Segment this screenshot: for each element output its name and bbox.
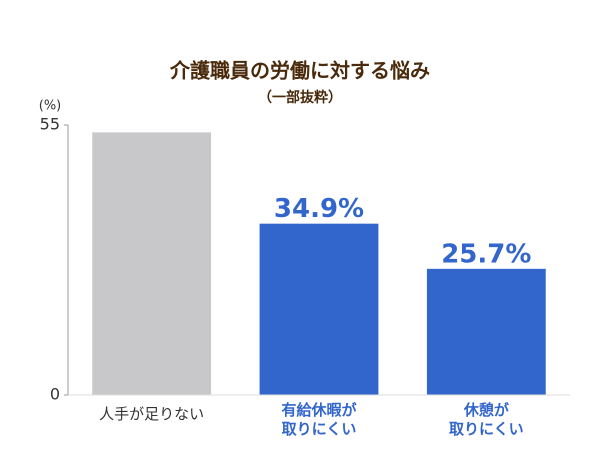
y-tick-label: 55 xyxy=(40,115,60,134)
value-label: 34.9% xyxy=(274,194,364,224)
bar xyxy=(259,223,379,395)
x-tick-label: 人手が足りない xyxy=(99,405,205,423)
chart-title: 介護職員の労働に対する悩み xyxy=(169,59,430,83)
y-unit: (%) xyxy=(39,99,62,114)
chart-subtitle: （一部抜粋） xyxy=(258,89,342,106)
bar xyxy=(426,268,546,395)
bar xyxy=(92,132,212,395)
x-tick-label: 休憩が 取りにくい xyxy=(448,401,524,438)
value-label: 25.7% xyxy=(441,239,531,269)
x-tick-label: 有給休暇が 取りにくい xyxy=(281,401,357,438)
y-tick-label: 0 xyxy=(50,385,60,404)
